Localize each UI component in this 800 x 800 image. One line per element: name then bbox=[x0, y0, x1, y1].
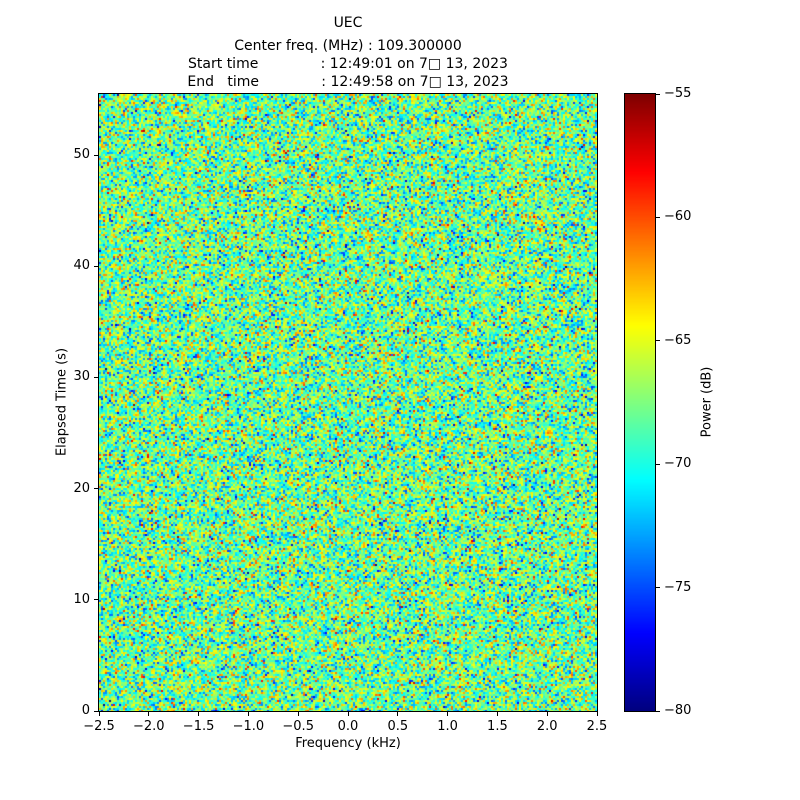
y-tick-label: 40 bbox=[73, 258, 90, 274]
colorbar-tick-label: −65 bbox=[664, 332, 692, 348]
x-tick-mark bbox=[496, 712, 498, 716]
y-tick-label: 30 bbox=[73, 369, 90, 385]
colorbar-tick-mark bbox=[656, 340, 660, 342]
x-tick-mark bbox=[596, 712, 598, 716]
y-axis-label: Elapsed Time (s) bbox=[54, 347, 70, 457]
colorbar-tick-label: −55 bbox=[664, 86, 692, 101]
x-tick-label: 0.0 bbox=[337, 719, 359, 734]
x-axis-label: Frequency (kHz) bbox=[295, 736, 401, 751]
colorbar-label: Power (dB) bbox=[699, 366, 715, 438]
colorbar-tick-label: −70 bbox=[664, 456, 692, 472]
x-tick-label: −2.5 bbox=[83, 719, 115, 734]
end-time-line: End time : 12:49:58 on 7□ 13, 2023 bbox=[187, 74, 509, 90]
x-tick-mark bbox=[546, 712, 548, 716]
x-tick-mark bbox=[247, 712, 249, 716]
x-tick-mark bbox=[447, 712, 449, 716]
y-tick-label: 10 bbox=[73, 591, 90, 607]
start-time-line: Start time : 12:49:01 on 7□ 13, 2023 bbox=[188, 56, 508, 72]
x-tick-label: 0.5 bbox=[387, 719, 409, 734]
x-tick-label: −0.5 bbox=[282, 719, 314, 734]
y-tick-label: 0 bbox=[81, 703, 90, 718]
y-tick-mark bbox=[94, 488, 99, 490]
colorbar-tick-mark bbox=[656, 710, 660, 712]
y-tick-label: 50 bbox=[73, 147, 90, 163]
y-tick-mark bbox=[94, 599, 99, 601]
colorbar-tick-mark bbox=[656, 587, 660, 589]
y-tick-label: 20 bbox=[73, 480, 90, 496]
x-tick-label: 2.0 bbox=[536, 719, 558, 734]
colorbar-tick-label: −60 bbox=[664, 209, 692, 225]
x-tick-mark bbox=[297, 712, 299, 716]
colorbar-tick-mark bbox=[656, 93, 660, 95]
colorbar-tick-mark bbox=[656, 216, 660, 218]
x-tick-label: −1.0 bbox=[232, 719, 265, 734]
x-tick-label: 2.5 bbox=[586, 719, 608, 734]
colorbar-tick-mark bbox=[656, 463, 660, 465]
center-freq-line: Center freq. (MHz) : 109.300000 bbox=[234, 38, 462, 54]
y-tick-mark bbox=[94, 376, 99, 378]
colorbar-tick-label: −75 bbox=[664, 579, 692, 595]
y-tick-mark bbox=[94, 154, 99, 156]
x-tick-label: 1.0 bbox=[437, 719, 458, 734]
x-tick-mark bbox=[397, 712, 399, 716]
y-tick-mark bbox=[94, 710, 99, 712]
chart-title: UEC bbox=[333, 15, 363, 31]
x-tick-label: −1.5 bbox=[182, 719, 215, 734]
x-tick-label: −2.0 bbox=[133, 719, 165, 734]
colorbar-gradient bbox=[624, 93, 656, 712]
x-tick-mark bbox=[347, 712, 349, 716]
spectrogram-heatmap bbox=[98, 93, 598, 712]
x-tick-label: 1.5 bbox=[487, 719, 508, 734]
x-tick-mark bbox=[98, 712, 100, 716]
x-tick-mark bbox=[148, 712, 150, 716]
y-tick-mark bbox=[94, 265, 99, 267]
colorbar-tick-label: −80 bbox=[664, 703, 692, 718]
x-tick-mark bbox=[198, 712, 200, 716]
